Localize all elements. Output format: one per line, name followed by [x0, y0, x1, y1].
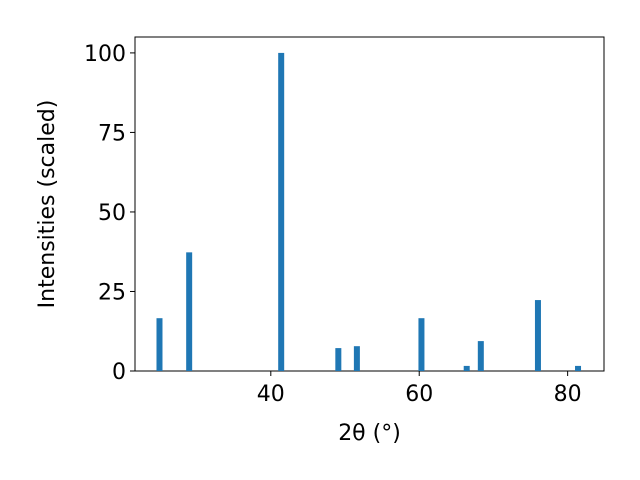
bar [418, 318, 425, 371]
y-tick-label: 0 [112, 360, 126, 385]
bar [463, 365, 470, 371]
bar [186, 252, 193, 371]
bar [353, 346, 360, 371]
plot-frame [134, 36, 605, 372]
bar [575, 365, 582, 371]
y-axis-label: Intensities (scaled) [35, 100, 60, 309]
y-tick-label: 100 [84, 42, 126, 67]
x-tick-label: 40 [257, 382, 285, 407]
bar [278, 52, 285, 372]
x-tick-label: 80 [554, 382, 582, 407]
y-tick-label: 75 [98, 121, 126, 146]
bar [477, 341, 484, 371]
x-axis-label: 2θ (°) [338, 421, 401, 446]
y-tick-label: 25 [98, 280, 126, 305]
y-tick-label: 50 [98, 201, 126, 226]
bar [335, 348, 342, 371]
x-tick-label: 60 [405, 382, 433, 407]
bar [156, 318, 163, 371]
bar [534, 300, 541, 371]
